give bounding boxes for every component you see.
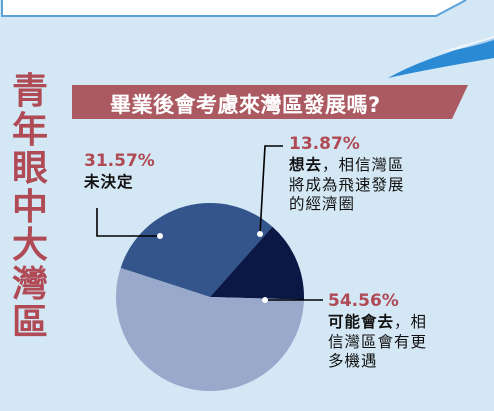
slice-desc-consider-line: 將成為飛速發展 bbox=[289, 175, 405, 194]
pie-slice-go bbox=[115, 267, 304, 392]
swoosh-decoration bbox=[388, 38, 494, 78]
label-consider: 13.87% 想去，相信灣區 將成為飛速發展 的經濟圈 bbox=[289, 134, 405, 215]
slice-desc-consider-bold: 想去 bbox=[289, 155, 323, 174]
leader-dot-consider bbox=[257, 231, 263, 237]
title-banner bbox=[72, 85, 468, 119]
top-frame-decoration bbox=[1, 0, 467, 17]
chart-title: 畢業後會考慮來灣區發展嗎? bbox=[110, 93, 381, 117]
slice-desc-undecided: 未決定 bbox=[84, 172, 134, 191]
label-leaders bbox=[96, 145, 323, 303]
vertical-title-char: 青 bbox=[11, 71, 48, 112]
vertical-title-char: 大 bbox=[11, 225, 48, 266]
leader-undecided bbox=[96, 208, 160, 237]
slice-percent-go: 54.56% bbox=[328, 291, 399, 311]
leader-consider bbox=[259, 145, 283, 235]
vertical-title: 青 年 眼 中 大 灣 區 bbox=[8, 74, 52, 344]
slice-desc-consider-line: 的經濟圈 bbox=[289, 195, 356, 214]
vertical-title-char: 區 bbox=[11, 302, 48, 343]
leader-dot-go bbox=[262, 297, 268, 303]
pie-chart bbox=[115, 202, 304, 392]
slice-desc-go-bold: 可能會去 bbox=[328, 312, 395, 331]
vertical-title-char: 眼 bbox=[11, 148, 48, 189]
slice-percent-undecided: 31.57% bbox=[84, 151, 155, 171]
swoosh-highlight bbox=[440, 36, 494, 52]
label-undecided: 31.57% 未決定 bbox=[84, 151, 155, 193]
label-go: 54.56% 可能會去，相 信灣區會有更 多機遇 bbox=[328, 291, 427, 372]
leader-dot-undecided bbox=[157, 233, 163, 239]
pie-slice-undecided bbox=[120, 202, 273, 297]
vertical-title-char: 中 bbox=[11, 186, 48, 228]
slice-desc-go-line: 信灣區會有更 bbox=[328, 332, 428, 351]
vertical-title-char: 灣 bbox=[11, 263, 48, 305]
pie-slice-consider bbox=[210, 226, 304, 300]
slice-desc-go-line: ，相 bbox=[394, 312, 428, 331]
vertical-title-char: 年 bbox=[11, 109, 48, 151]
slice-desc-consider-line: ，相信灣區 bbox=[322, 155, 405, 174]
slice-desc-go-line: 多機遇 bbox=[328, 352, 378, 371]
slice-percent-consider: 13.87% bbox=[289, 134, 360, 154]
